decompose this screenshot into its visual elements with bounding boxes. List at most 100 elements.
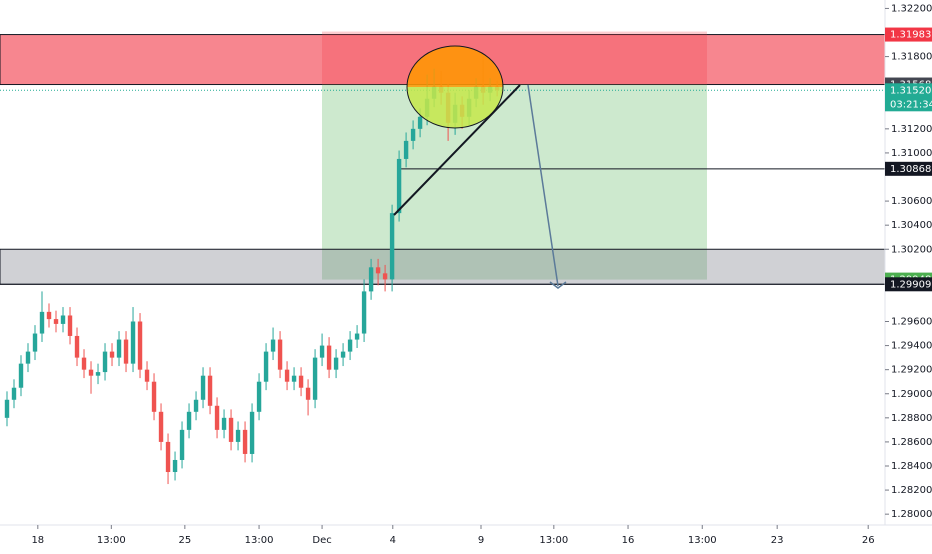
candle-body [235, 429, 241, 442]
candle-body [221, 417, 227, 430]
drawings [393, 45, 567, 289]
candle-body [11, 387, 17, 400]
candle-body [186, 411, 192, 430]
projection-arrow [527, 84, 559, 287]
position-stop-area [322, 31, 707, 85]
candle-body [347, 339, 353, 352]
y-tick-label: 1.28600 [891, 437, 932, 448]
candle-body [18, 363, 24, 388]
x-tick-label: 13:00 [539, 535, 568, 546]
candle-body [256, 381, 262, 412]
y-tick-label: 1.29200 [891, 365, 932, 376]
y-tick-label: 1.29600 [891, 317, 932, 328]
candle-body [67, 315, 73, 336]
candle-body [39, 311, 45, 334]
x-tick-label: 16 [622, 535, 635, 546]
x-tick-label: 18 [31, 535, 44, 546]
candle-body [291, 375, 297, 382]
candle-body [214, 405, 220, 430]
price-label: 1.30868 [890, 164, 931, 175]
candle-body [382, 273, 388, 280]
candle-body [403, 140, 409, 159]
x-tick-label: 26 [862, 535, 875, 546]
candle-body [270, 339, 276, 352]
candle-body [312, 357, 318, 400]
candle-body [151, 381, 157, 412]
x-tick-label: 4 [390, 535, 396, 546]
candle-body [354, 333, 360, 340]
candle-body [46, 311, 52, 320]
candle-body [340, 351, 346, 358]
candle-body [305, 387, 311, 400]
candle-body [319, 345, 325, 358]
candle-body [193, 399, 199, 412]
x-tick-label: Dec [312, 535, 331, 546]
price-label-bg [885, 161, 932, 176]
candle-body [53, 319, 59, 324]
highlight-ellipse [406, 45, 504, 129]
countdown: 03:21:34 [890, 99, 932, 110]
candle-body [298, 375, 304, 388]
x-tick-label: 23 [771, 535, 784, 546]
y-tick-label: 1.28400 [891, 461, 932, 472]
candle-body [60, 315, 66, 324]
candle-body [207, 375, 213, 406]
candle-body [158, 411, 164, 442]
candle-body [123, 339, 129, 364]
price-label: 1.31520 [890, 85, 931, 96]
x-tick-label: 13:00 [97, 535, 126, 546]
candle-body [375, 267, 381, 274]
y-tick-label: 1.28200 [891, 485, 932, 496]
candle-body [200, 375, 206, 400]
y-tick-label: 1.30600 [891, 196, 932, 207]
x-tick-label: 13:00 [245, 535, 274, 546]
candle-body [417, 116, 423, 129]
candle-body [32, 333, 38, 352]
y-tick-label: 1.28000 [891, 509, 932, 520]
x-tick-label: 13:00 [688, 535, 717, 546]
y-tick-label: 1.29000 [891, 389, 932, 400]
y-tick-label: 1.31800 [891, 52, 932, 63]
x-tick-label: 9 [478, 535, 484, 546]
price-label-bg [885, 83, 932, 112]
price-label-bg [885, 277, 932, 292]
candle-body [284, 369, 290, 382]
y-tick-label: 1.32200 [891, 3, 932, 14]
candle-body [25, 351, 31, 364]
candle-body [172, 459, 178, 473]
candle-body [263, 351, 269, 382]
position-target-area [322, 84, 707, 280]
candle-body [333, 357, 339, 370]
x-tick-label: 25 [178, 535, 191, 546]
candle-body [102, 351, 108, 373]
candle-body [165, 441, 171, 473]
candle-body [396, 158, 402, 214]
candle-body [116, 339, 122, 358]
candle-body [228, 417, 234, 442]
candle-body [144, 369, 150, 382]
price-label-bg [885, 27, 932, 42]
candle-body [410, 128, 416, 141]
y-tick-label: 1.29400 [891, 341, 932, 352]
candle-body [179, 429, 185, 460]
y-tick-label: 1.30400 [891, 220, 932, 231]
arrow-head [549, 281, 567, 289]
candle-body [74, 335, 80, 358]
candle-body [95, 372, 101, 376]
y-tick-label: 1.28800 [891, 413, 932, 424]
price-label: 1.29909 [890, 279, 931, 290]
y-tick-label: 1.31200 [891, 124, 932, 135]
y-tick-label: 1.30200 [891, 244, 932, 255]
price-label: 1.31983 [890, 30, 931, 41]
candle-body [137, 321, 143, 370]
candle-body [242, 429, 248, 454]
candle-body [4, 399, 10, 418]
candle-body [249, 411, 255, 454]
candle-body [326, 345, 332, 370]
candle-body [361, 291, 367, 334]
candle-body [109, 351, 115, 358]
candle-body [81, 357, 87, 370]
candle-body [88, 369, 94, 376]
candle-body [277, 339, 283, 370]
candle-body [389, 213, 395, 280]
